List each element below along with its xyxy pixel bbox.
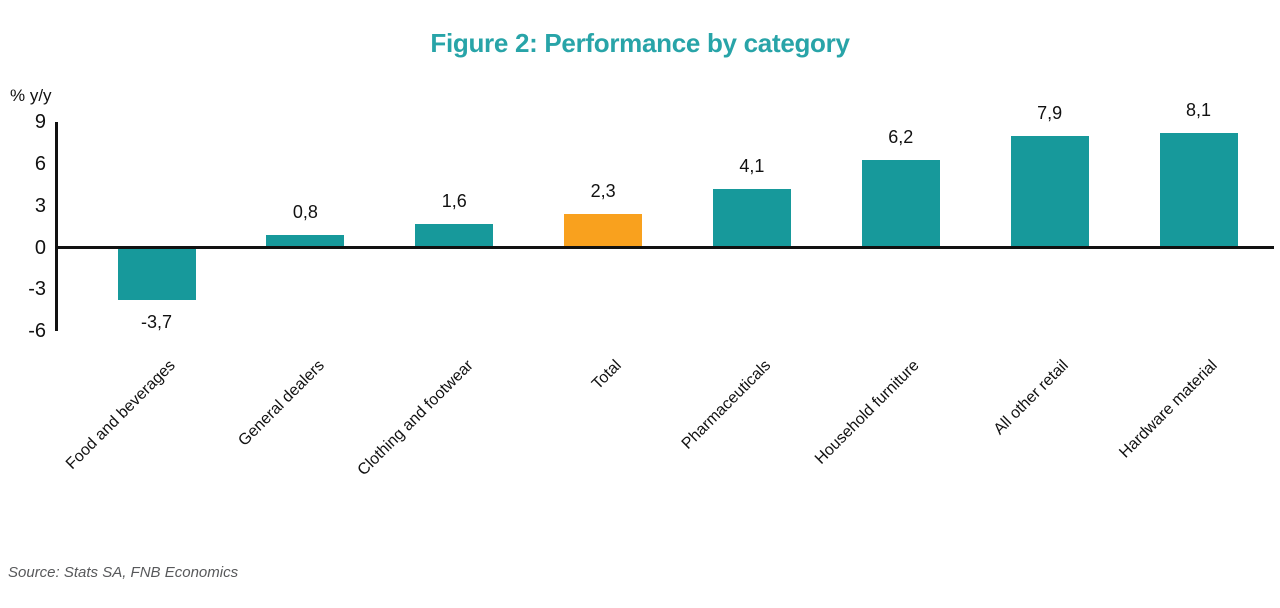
bar-household-furniture [861, 159, 940, 246]
category-label-household-furniture: Household furniture [812, 357, 923, 468]
value-label-household-furniture: 6,2 [888, 126, 914, 147]
y-tick-9: 9 [34, 111, 46, 134]
source-note: Source: Stats SA, FNB Economics [8, 564, 239, 581]
value-label-all-other-retail: 7,9 [1037, 103, 1063, 124]
value-label-clothing-and-footwear: 1,6 [441, 190, 467, 211]
y-axis-line [55, 122, 58, 331]
value-label-total: 2,3 [590, 181, 616, 202]
category-label-clothing-and-footwear: Clothing and footwear [354, 357, 477, 480]
bar-pharmaceuticals [712, 189, 791, 246]
bar-all-other-retail [1010, 136, 1089, 246]
value-label-general-dealers: 0,8 [292, 201, 318, 222]
y-tick-0: 0 [34, 236, 46, 259]
category-label-all-other-retail: All other retail [990, 357, 1072, 439]
category-label-general-dealers: General dealers [234, 357, 328, 450]
bar-clothing-and-footwear [415, 223, 494, 246]
y-tick--3: -3 [28, 278, 46, 301]
category-label-food-and-beverages: Food and beverages [62, 357, 179, 473]
bar-total [564, 214, 643, 246]
x-axis-zero-line [55, 246, 1274, 249]
y-tick--6: -6 [28, 319, 46, 342]
value-label-food-and-beverages: -3,7 [140, 312, 173, 333]
value-label-hardware-material: 8,1 [1186, 100, 1212, 121]
y-tick-6: 6 [34, 153, 46, 176]
chart-title: Figure 2: Performance by category [430, 28, 850, 58]
bar-general-dealers [266, 234, 345, 246]
bar-food-and-beverages [117, 249, 196, 301]
category-label-hardware-material: Hardware material [1116, 357, 1221, 462]
y-axis-unit-label: % y/y [10, 86, 52, 105]
bar-hardware-material [1159, 133, 1238, 246]
category-label-pharmaceuticals: Pharmaceuticals [678, 357, 774, 453]
y-tick-3: 3 [34, 194, 46, 217]
value-label-pharmaceuticals: 4,1 [739, 156, 765, 176]
category-label-total: Total [589, 357, 626, 393]
